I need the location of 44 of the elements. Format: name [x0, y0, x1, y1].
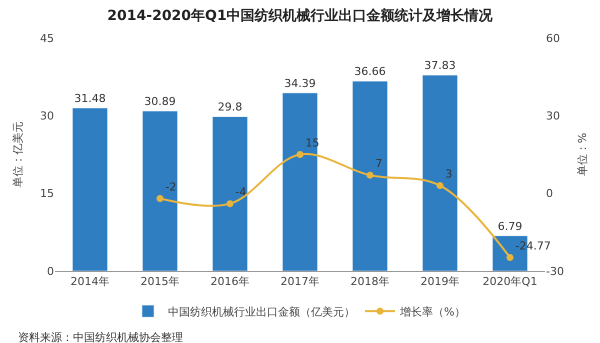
y2-tick-label: 60 — [546, 32, 560, 45]
bar — [352, 80, 388, 271]
point — [156, 195, 164, 202]
x-tick-label: 2017年 — [280, 275, 320, 288]
x-tick-label: 2018年 — [350, 275, 390, 288]
y-tick-label: 45 — [40, 32, 54, 45]
data-label: 36.66 — [354, 65, 386, 78]
x-tick-label: 2016年 — [210, 275, 250, 288]
data-label: -2 — [165, 180, 176, 194]
bar — [212, 116, 248, 271]
point — [506, 254, 514, 261]
bar — [282, 92, 318, 271]
data-label: 29.8 — [218, 100, 242, 114]
bar — [422, 74, 458, 271]
y-tick-label: 0 — [47, 264, 54, 278]
x-tick-label: 2014年 — [70, 275, 110, 288]
y2-axis-title: 单位：% — [576, 132, 590, 176]
bar — [142, 110, 178, 271]
data-label: 3 — [445, 167, 452, 180]
bar — [72, 108, 108, 271]
x-tick-label: 2020年Q1 — [482, 275, 538, 288]
text: 资料来源：中国纺织机械协会整理 — [18, 331, 183, 343]
data-label: 31.48 — [74, 92, 106, 105]
y2-tick-label: -30 — [546, 264, 564, 278]
point — [226, 200, 234, 208]
x-tick-label: 2019年 — [420, 275, 460, 288]
data-label: -4 — [235, 186, 246, 199]
x-tick-label: 2015年 — [140, 275, 180, 288]
data-label: 37.83 — [424, 59, 456, 72]
data-label: 34.39 — [284, 76, 316, 90]
y-tick-label: 30 — [40, 110, 54, 123]
data-label: 6.79 — [498, 220, 522, 233]
y2-tick-label: 0 — [546, 187, 553, 200]
point — [296, 151, 304, 158]
y2-tick-label: 30 — [546, 110, 560, 123]
data-label: 30.89 — [144, 95, 176, 108]
chart-title: 2014-2020年Q1中国纺织机械行业出口金额统计及增长情况 — [107, 7, 494, 24]
legend-label: 增长率（%） — [399, 305, 466, 318]
point — [366, 172, 374, 179]
y-axis-title: 单位：亿美元 — [12, 122, 25, 188]
legend-label: 中国纺织机械行业出口金额（亿美元） — [168, 305, 355, 318]
point — [436, 182, 444, 190]
y-tick-label: 15 — [40, 187, 54, 200]
data-label: 7 — [375, 157, 382, 170]
